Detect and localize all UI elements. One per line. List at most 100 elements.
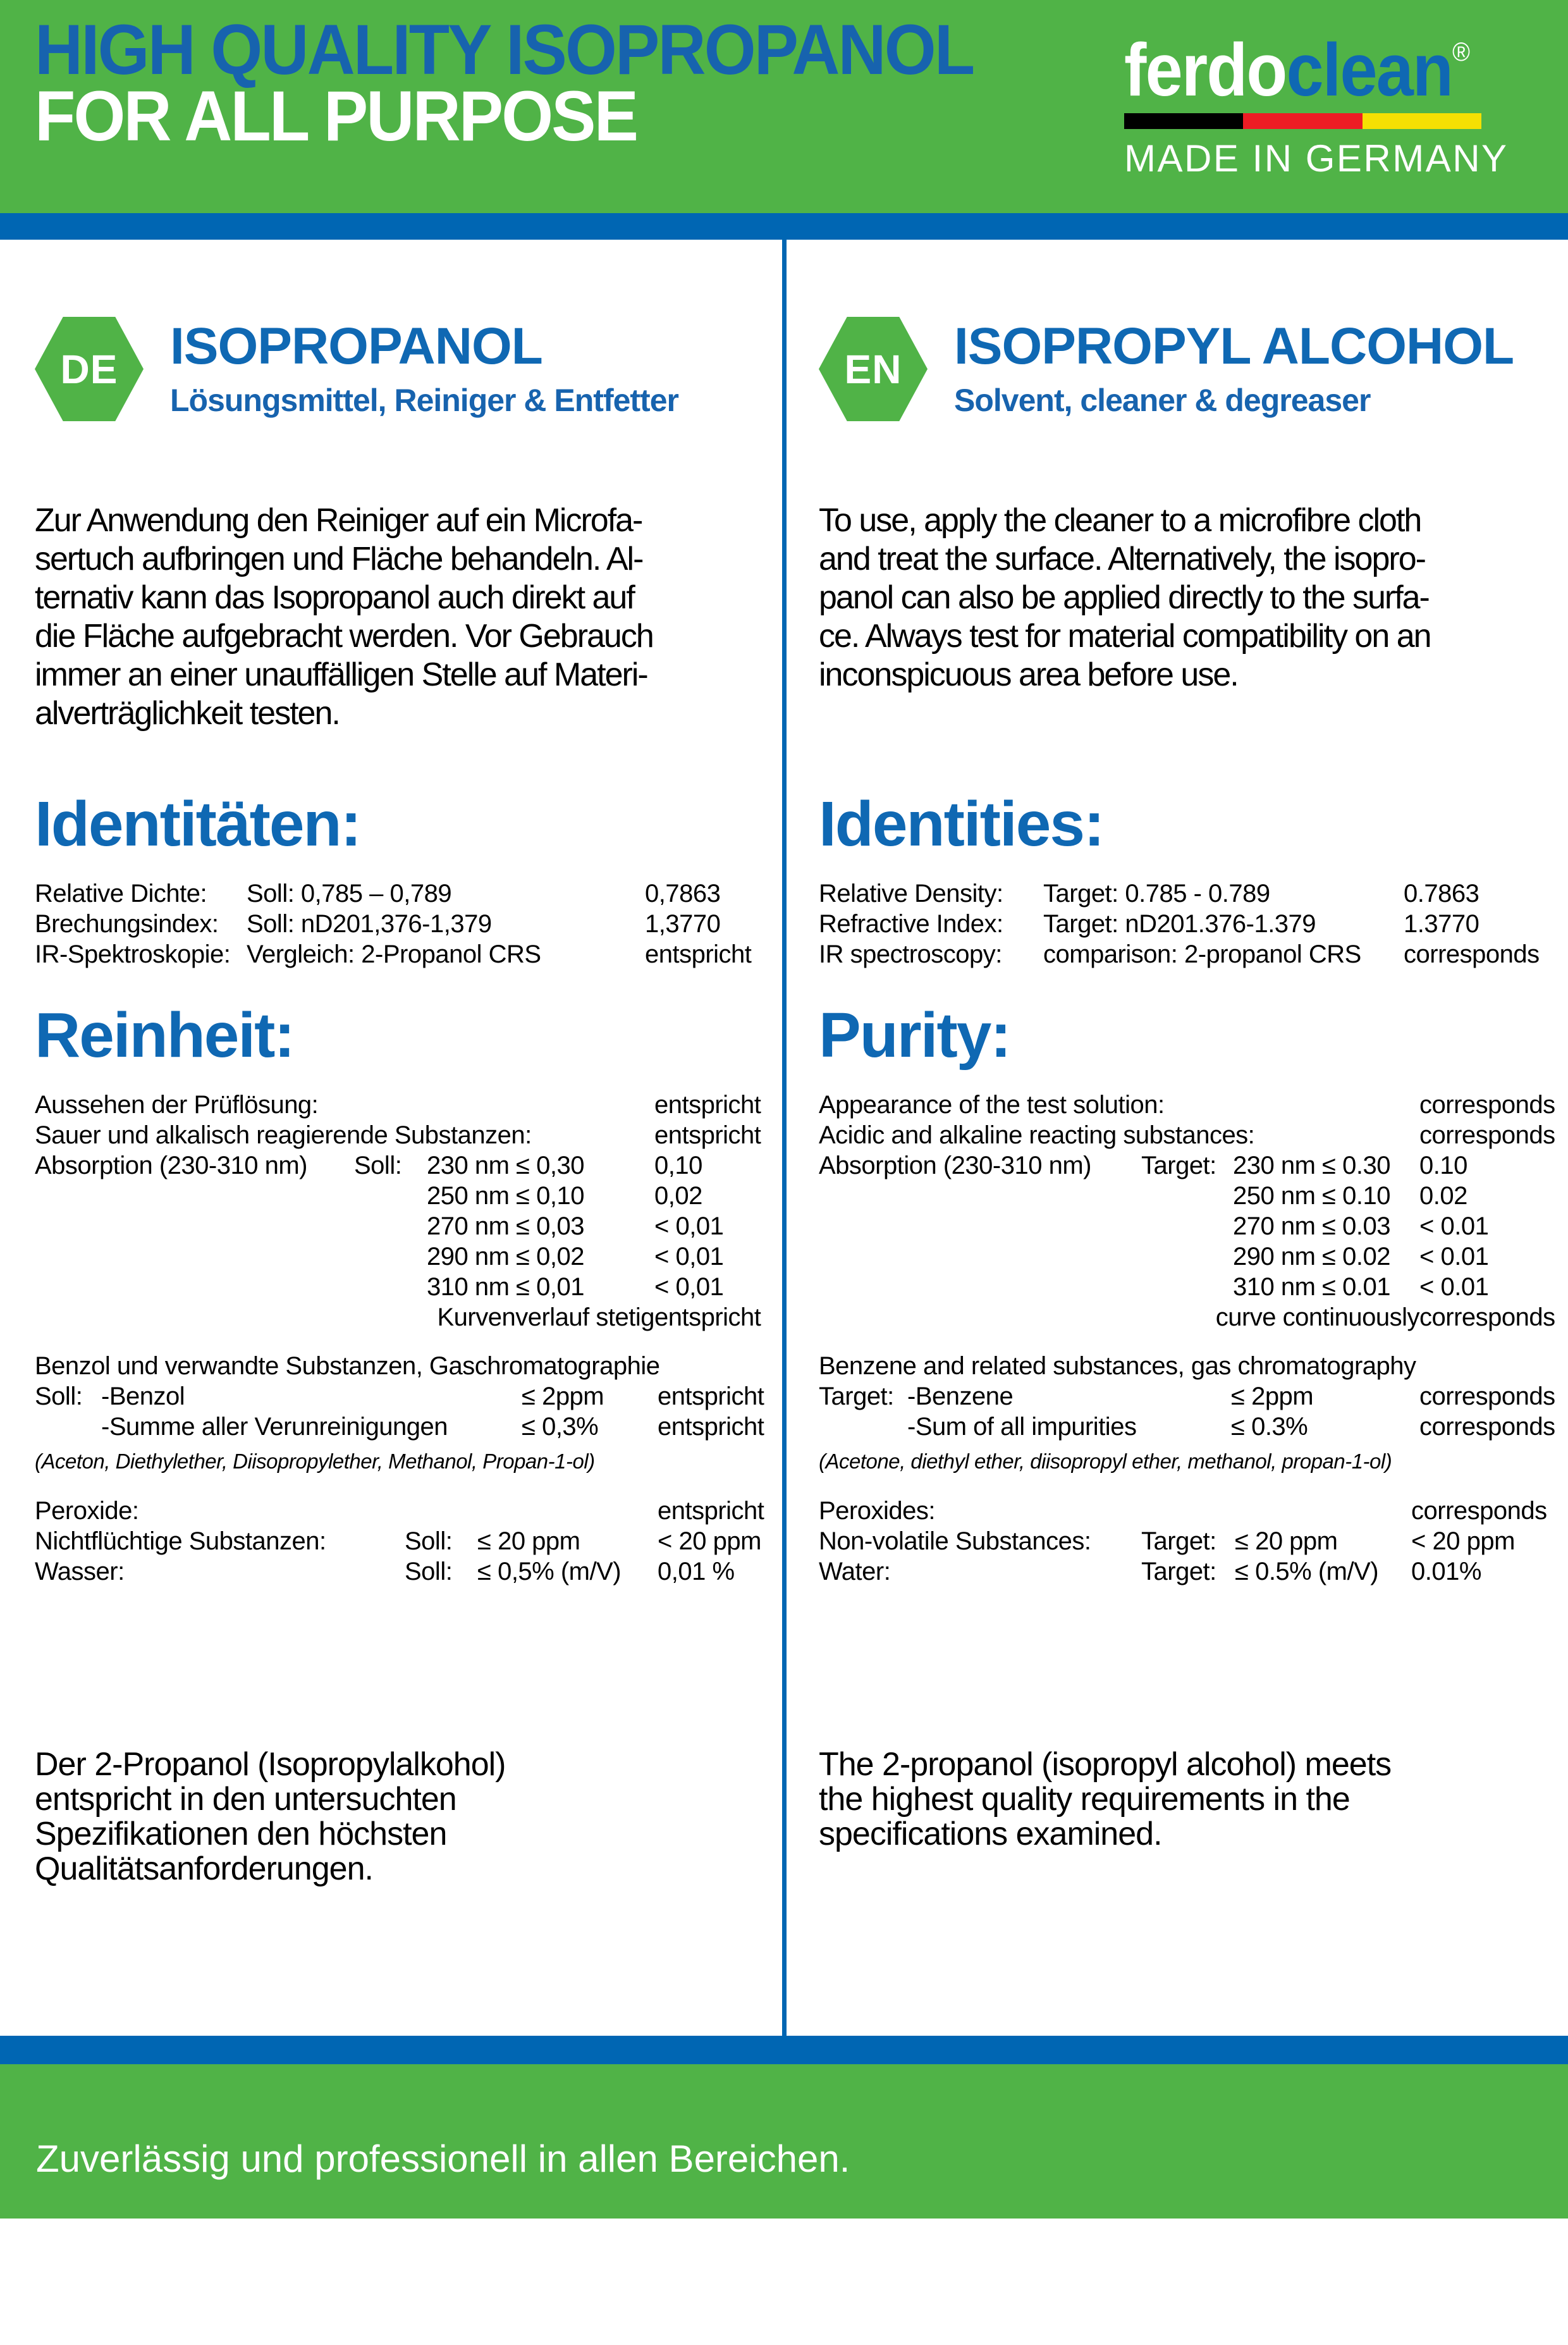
- peroxide-table-en: Peroxides: corresponds Non-volatile Subs…: [819, 1496, 1547, 1587]
- wavelength-spec: 270 nm ≤ 0.03: [1233, 1212, 1390, 1240]
- row-label: Sauer und alkalisch reagierende Substanz…: [35, 1121, 532, 1149]
- row-label: Water:: [819, 1558, 891, 1585]
- row-result: < 0,01: [654, 1273, 724, 1301]
- peroxide-table-de: Peroxide: entspricht Nichtflüchtige Subs…: [35, 1496, 764, 1587]
- row-label: Relative Dichte:: [35, 880, 207, 908]
- row-result: corresponds: [1404, 940, 1540, 968]
- target-word: Target:: [1141, 1152, 1216, 1179]
- brand-logo: ferdoclean® MADE IN GERMANY: [1124, 18, 1507, 180]
- registered-trademark-icon: ®: [1452, 37, 1470, 66]
- row-label: Peroxide:: [35, 1497, 139, 1525]
- germany-flag-icon: [1124, 113, 1481, 129]
- page-title-line2: FOR ALL PURPOSE: [35, 77, 639, 156]
- benzene-heading: Benzol und verwandte Substanzen, Gaschro…: [35, 1352, 660, 1380]
- impurity-name: -Benzene: [907, 1382, 1014, 1410]
- product-subheading-en: Solvent, cleaner & degreaser: [954, 383, 1371, 418]
- row-result: 0,10: [654, 1152, 702, 1179]
- row-result: corresponds: [1419, 1382, 1555, 1410]
- target-word: Soll:: [405, 1527, 453, 1555]
- wavelength-spec: 230 nm ≤ 0.30: [1233, 1152, 1390, 1179]
- wavelength-spec: 270 nm ≤ 0,03: [427, 1212, 584, 1240]
- row-result: corresponds: [1419, 1121, 1555, 1149]
- usage-paragraph-en: To use, apply the cleaner to a microfibr…: [819, 502, 1432, 693]
- bottom-blue-band: [0, 2036, 1568, 2064]
- row-result: 0,7863: [645, 880, 721, 908]
- row-spec: comparison: 2-propanol CRS: [1043, 940, 1361, 968]
- column-divider: [782, 240, 787, 2036]
- header-banner: HIGH QUALITY ISOPROPANOL FOR ALL PURPOSE…: [0, 0, 1568, 213]
- row-label: Nichtflüchtige Substanzen:: [35, 1527, 326, 1555]
- target-word: Soll:: [35, 1382, 83, 1410]
- target-word: Target:: [819, 1382, 894, 1410]
- curve-label: curve continuously: [1215, 1303, 1420, 1331]
- row-limit: ≤ 0,5% (m/V): [477, 1558, 622, 1585]
- row-result: < 20 ppm: [658, 1527, 761, 1555]
- row-result: 0,02: [654, 1182, 702, 1210]
- row-spec: Soll: 0,785 – 0,789: [247, 880, 452, 908]
- row-result: 0.02: [1419, 1182, 1467, 1210]
- row-label: Appearance of the test solution:: [819, 1091, 1165, 1119]
- conclusion-paragraph-de: Der 2-Propanol (Isopropylalkohol) entspr…: [35, 1746, 506, 1887]
- row-limit: ≤ 20 ppm: [1235, 1527, 1338, 1555]
- english-heading-block: ISOPROPYL ALCOHOL Solvent, cleaner & deg…: [954, 317, 1514, 417]
- identities-heading-de: Identitäten:: [35, 789, 362, 859]
- impurities-note: (Acetone, diethyl ether, diisopropyl eth…: [819, 1449, 1392, 1473]
- footer-slogan-en: Reliable and professional in all areas.: [36, 2244, 667, 2286]
- row-result: 0.10: [1419, 1152, 1467, 1179]
- purity-table-de: Aussehen der Prüflösung: entspricht Saue…: [35, 1090, 761, 1333]
- row-spec: Target: 0.785 - 0.789: [1043, 880, 1270, 908]
- row-result: corresponds: [1419, 1413, 1555, 1441]
- spacer-cell: [35, 1412, 101, 1442]
- wavelength-spec: 310 nm ≤ 0,01: [427, 1273, 584, 1301]
- footer-slogan-de: Zuverlässig und professionell in allen B…: [36, 2138, 850, 2180]
- top-blue-band: [0, 213, 1568, 240]
- row-label: Brechungsindex:: [35, 910, 219, 938]
- row-result: < 0.01: [1419, 1212, 1489, 1240]
- row-result: entspricht: [654, 1303, 761, 1331]
- row-result: entspricht: [654, 1091, 761, 1119]
- footer-banner: Zuverlässig und professionell in allen B…: [0, 2064, 1568, 2286]
- german-header-row: DE ISOPROPANOL Lösungsmittel, Reiniger &…: [35, 317, 679, 421]
- flag-stripe-black: [1124, 113, 1244, 129]
- conclusion-paragraph-en: The 2-propanol (isopropyl alcohol) meets…: [819, 1746, 1392, 1852]
- page-title-line1: HIGH QUALITY ISOPROPANOL: [35, 10, 975, 89]
- wavelength-spec: 230 nm ≤ 0,30: [427, 1152, 584, 1179]
- english-header-row: EN ISOPROPYL ALCOHOL Solvent, cleaner & …: [819, 317, 1514, 421]
- brand-logo-part1: ferdo: [1124, 28, 1287, 112]
- row-result: corresponds: [1411, 1497, 1547, 1525]
- wavelength-spec: 250 nm ≤ 0.10: [1233, 1182, 1390, 1210]
- brand-logo-wordmark: ferdoclean®: [1124, 18, 1470, 108]
- identities-table-en: Relative Density: Target: 0.785 - 0.789 …: [819, 878, 1540, 969]
- wavelength-spec: 290 nm ≤ 0,02: [427, 1243, 584, 1271]
- language-badge-en: EN: [819, 317, 928, 421]
- purity-heading-en: Purity:: [819, 1000, 1012, 1071]
- absorption-label: Absorption (230-310 nm): [35, 1152, 307, 1179]
- row-result: 0.7863: [1404, 880, 1479, 908]
- flag-stripe-red: [1243, 113, 1363, 129]
- row-result: corresponds: [1419, 1303, 1555, 1331]
- row-limit: ≤ 20 ppm: [477, 1527, 580, 1555]
- row-result: < 20 ppm: [1411, 1527, 1515, 1555]
- curve-label: Kurvenverlauf stetig: [437, 1303, 654, 1331]
- row-result: 0,01 %: [658, 1558, 735, 1585]
- benzene-block-en: Benzene and related substances, gas chro…: [819, 1351, 1555, 1475]
- row-result: 0.01%: [1411, 1558, 1481, 1585]
- row-label: Refractive Index:: [819, 910, 1003, 938]
- product-subheading-de: Lösungsmittel, Reiniger & Entfetter: [170, 383, 679, 418]
- target-word: Soll:: [405, 1558, 453, 1585]
- product-heading-de: ISOPROPANOL: [170, 317, 543, 375]
- row-result: entspricht: [658, 1382, 764, 1410]
- wavelength-spec: 290 nm ≤ 0.02: [1233, 1243, 1390, 1271]
- row-result: 1,3770: [645, 910, 721, 938]
- identities-heading-en: Identities:: [819, 789, 1105, 859]
- row-result: < 0.01: [1419, 1243, 1489, 1271]
- row-label: Non-volatile Substances:: [819, 1527, 1091, 1555]
- benzene-heading: Benzene and related substances, gas chro…: [819, 1352, 1416, 1380]
- purity-table-en: Appearance of the test solution: corresp…: [819, 1090, 1555, 1333]
- impurity-limit: ≤ 2ppm: [1231, 1382, 1314, 1410]
- row-result: entspricht: [658, 1497, 764, 1525]
- german-heading-block: ISOPROPANOL Lösungsmittel, Reiniger & En…: [170, 317, 679, 418]
- row-result: entspricht: [645, 940, 752, 968]
- row-spec: Soll: nD201,376-1,379: [247, 910, 492, 938]
- row-result: entspricht: [658, 1413, 764, 1441]
